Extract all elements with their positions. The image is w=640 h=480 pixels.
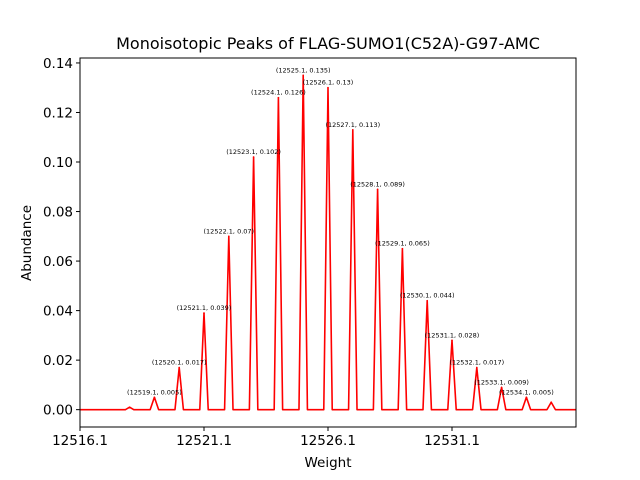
data-label: (12534.1, 0.005)	[499, 388, 554, 396]
data-point	[451, 339, 453, 342]
data-label: (12527.1, 0.113)	[325, 121, 380, 129]
y-tick-label: 0.02	[43, 353, 73, 369]
x-axis-label: Weight	[304, 455, 351, 471]
data-point	[525, 396, 528, 399]
y-tick-label: 0.10	[43, 155, 73, 171]
x-tick-label: 12521.1	[176, 433, 232, 449]
data-point	[426, 299, 429, 302]
data-label: (12525.1, 0.135)	[276, 66, 331, 74]
y-tick-label: 0.00	[43, 403, 73, 419]
data-label: (12529.1, 0.065)	[375, 240, 430, 248]
data-point	[327, 86, 329, 89]
y-tick-label: 0.14	[43, 56, 73, 72]
y-tick-label: 0.06	[43, 254, 73, 270]
data-point	[376, 188, 379, 191]
data-point	[153, 396, 156, 399]
data-point	[476, 366, 478, 369]
data-label: (12528.1, 0.089)	[350, 180, 405, 188]
data-point	[128, 406, 131, 408]
data-label: (12530.1, 0.044)	[400, 292, 455, 300]
y-axis-label: Abundance	[19, 205, 35, 281]
data-point	[277, 96, 280, 99]
data-point	[203, 312, 205, 314]
data-label: (12522.1, 0.07)	[204, 227, 255, 235]
x-tick-label: 12516.1	[52, 433, 108, 449]
data-point	[500, 386, 503, 389]
data-point	[302, 74, 305, 77]
data-label: (12521.1, 0.039)	[177, 304, 232, 312]
data-point	[401, 247, 404, 250]
x-tick-label: 12531.1	[424, 433, 480, 449]
data-point	[178, 366, 180, 369]
y-tick-label: 0.12	[43, 105, 73, 121]
data-point	[228, 235, 230, 238]
data-label: (12533.1, 0.009)	[474, 378, 529, 386]
data-point	[352, 129, 354, 131]
series-line	[80, 74, 576, 411]
data-label: (12531.1, 0.028)	[425, 331, 480, 339]
chart-title: Monoisotopic Peaks of FLAG-SUMO1(C52A)-G…	[116, 34, 540, 53]
data-label: (12532.1, 0.017)	[449, 359, 504, 367]
y-tick-label: 0.08	[43, 205, 73, 221]
data-label: (12519.1, 0.005)	[127, 388, 182, 396]
data-label: (12523.1, 0.102)	[226, 148, 281, 156]
data-point	[252, 156, 255, 158]
x-tick-label: 12526.1	[300, 433, 356, 449]
data-label: (12526.1, 0.13)	[303, 79, 354, 87]
data-label: (12524.1, 0.126)	[251, 89, 306, 97]
data-label: (12520.1, 0.017)	[152, 359, 207, 367]
y-tick-label: 0.04	[43, 304, 73, 320]
plot-area: (12519.1, 0.005) (12520.1, 0.017) (12521.1…	[43, 56, 577, 449]
data-point	[550, 401, 552, 404]
